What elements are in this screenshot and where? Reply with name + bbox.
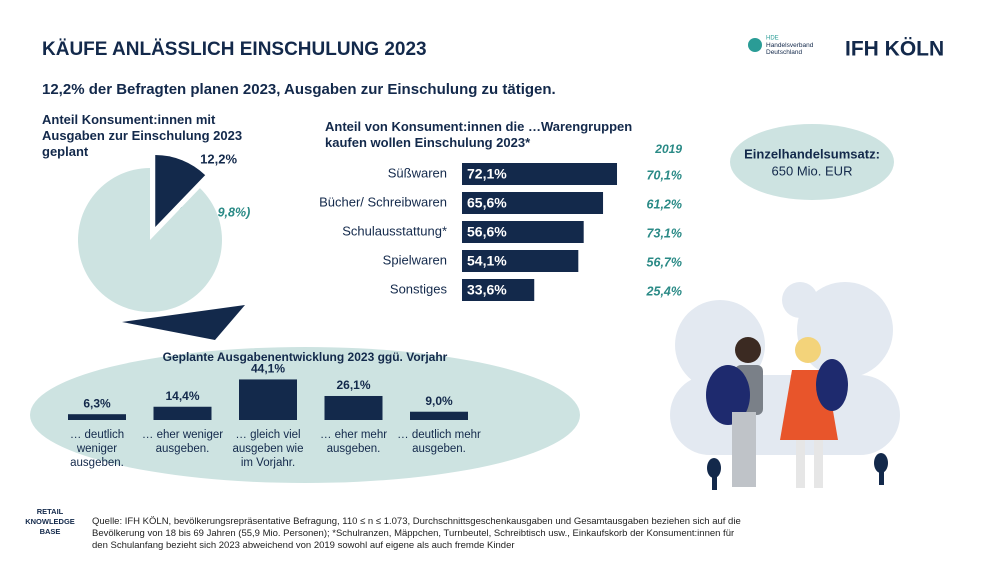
category-label: Süßwaren <box>388 165 447 180</box>
column <box>410 411 468 420</box>
hde-icon <box>748 38 762 52</box>
column <box>153 406 212 420</box>
category-label: Sonstiges <box>390 281 448 296</box>
value-label: 6,3% <box>83 396 111 410</box>
category-label: … eher mehr ausgeben. <box>319 429 388 455</box>
footer-source: Quelle: IFH KÖLN, bevölkerungsrepräsenta… <box>92 516 741 551</box>
comparison-header: 2019 <box>654 142 682 156</box>
illustration <box>670 282 900 490</box>
decor-triangle <box>122 305 245 340</box>
category-label: … deutlich mehr ausgeben. <box>397 429 481 455</box>
comparison-label: 70,1% <box>647 168 682 182</box>
bar <box>462 163 618 185</box>
bar <box>462 221 584 243</box>
info-value: 650 Mio. EUR <box>772 163 853 178</box>
rkb-logo: BASE <box>40 527 61 536</box>
column <box>68 414 126 420</box>
comparison-label: 61,2% <box>647 197 682 211</box>
column <box>324 395 383 420</box>
value-label: 65,6% <box>467 195 507 211</box>
bar <box>462 250 579 272</box>
comparison-label: 56,7% <box>647 255 682 269</box>
column <box>239 379 297 420</box>
rkb-logo: KNOWLEDGE <box>25 517 75 526</box>
column-ellipse <box>30 347 580 483</box>
column-title: Geplante Ausgabenentwicklung 2023 ggü. V… <box>162 350 448 364</box>
pie-slice <box>155 155 206 228</box>
value-label: 26,1% <box>336 378 370 392</box>
value-label: 14,4% <box>165 389 199 403</box>
bar <box>462 192 604 214</box>
value-label: 72,1% <box>467 166 507 182</box>
subtitle: 12,2% der Befragten planen 2023, Ausgabe… <box>42 81 556 98</box>
category-label: … eher weniger ausgeben. <box>141 429 224 455</box>
category-label: Spielwaren <box>383 252 447 267</box>
pie-title: Anteil Konsument:innen mit Ausgaben zur … <box>42 112 243 159</box>
value-label: 56,6% <box>467 224 507 240</box>
category-label: … gleich viel ausgeben wie im Vorjahr. <box>232 429 304 469</box>
info-title: Einzelhandelsumsatz: <box>744 146 880 161</box>
rkb-logo: RETAIL <box>37 507 64 516</box>
hde-short: HDE <box>766 36 779 42</box>
value-label: 54,1% <box>467 253 507 269</box>
hde-name: Handelsverband Deutschland <box>766 42 814 56</box>
category-label: Bücher/ Schreibwaren <box>319 194 447 209</box>
category-label: … deutlich weniger ausgeben. <box>69 429 125 469</box>
pie-label: 12,2% <box>200 152 237 167</box>
category-label: Schulausstattung* <box>342 223 447 238</box>
pie-slice <box>78 168 222 312</box>
ifh-logo: IFH KÖLN <box>845 38 944 61</box>
value-label: 33,6% <box>467 282 507 298</box>
bar-title: Anteil von Konsument:innen die …Warengru… <box>325 119 633 150</box>
bar <box>462 279 535 301</box>
info-ellipse <box>730 124 894 200</box>
value-label: 44,1% <box>251 362 285 376</box>
comparison-label: 73,1% <box>647 226 682 240</box>
title: KÄUFE ANLÄSSLICH EINSCHULUNG 2023 <box>42 39 427 60</box>
comparison-label: 25,4% <box>646 284 682 298</box>
value-label: 9,0% <box>425 394 453 408</box>
